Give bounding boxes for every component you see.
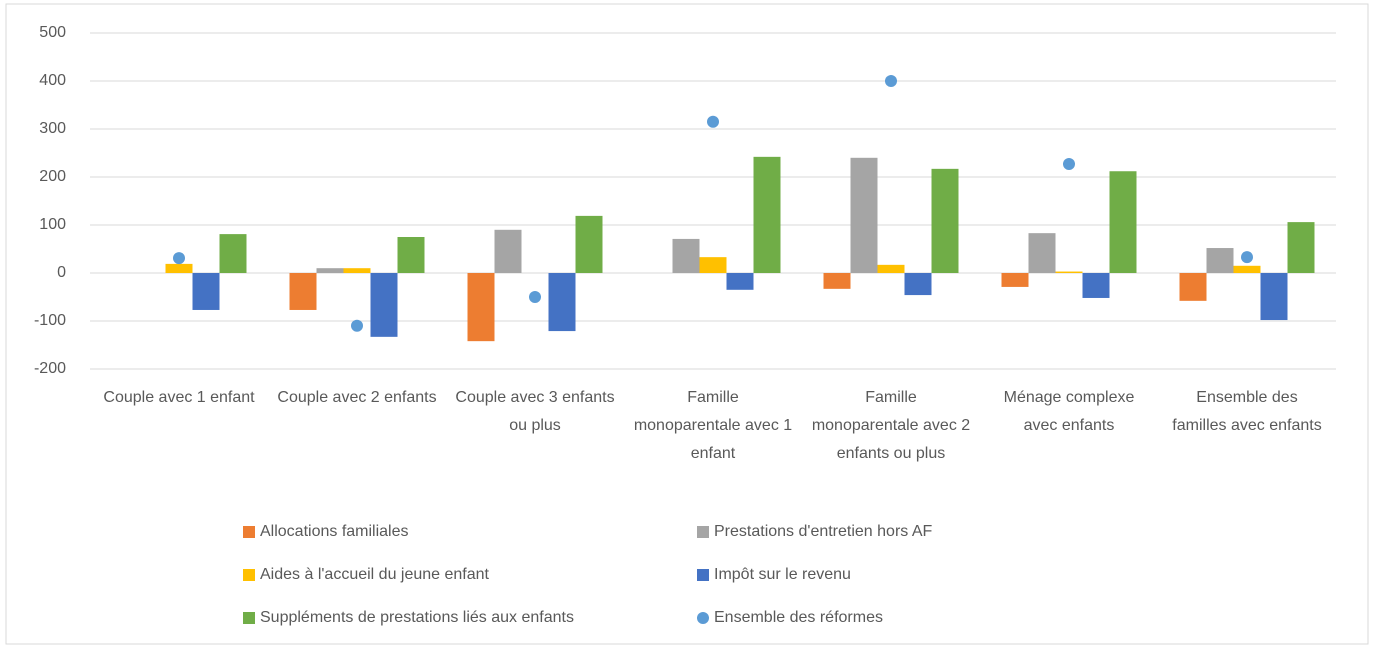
bar [726,273,754,290]
bar [192,273,220,310]
legend-marker [243,569,255,581]
bar [370,273,398,337]
x-tick-label: Ménage complexe avec enfants [1004,389,1135,434]
dot [707,115,719,128]
bar [1028,233,1056,273]
legend-label: Ensemble des réformes [714,609,883,626]
bar [397,237,425,273]
bar [1001,273,1029,287]
bar [289,273,317,310]
y-tick-label: -100 [34,312,66,329]
legend-label: Prestations d'entretien hors AF [714,523,933,540]
dot [1063,158,1075,171]
dot [351,319,363,332]
x-tick-label: Famille monoparentale avec 2 enfants ou pl… [812,389,970,462]
legend-label: Suppléments de prestations liés aux enfa… [260,609,574,626]
legend-marker [243,612,255,624]
bar [316,268,344,273]
y-tick-label: -200 [34,360,66,377]
bar [165,263,193,273]
legend-label: Allocations familiales [260,523,409,540]
bar [1260,273,1288,321]
bar [850,157,878,273]
legend-marker [697,612,709,624]
y-tick-label: 200 [39,168,66,185]
bar [1287,222,1315,273]
bar [575,215,603,273]
bar [548,273,576,332]
dot [1241,251,1253,264]
x-tick-label: Couple avec 2 enfants [277,389,436,406]
legend-label: Impôt sur le revenu [714,566,851,583]
bar [494,229,522,273]
x-tick-label: Couple avec 1 enfant [103,389,255,406]
bar [1179,273,1207,301]
y-tick-label: 100 [39,216,66,233]
x-tick-label: Couple avec 3 enfants ou plus [455,389,614,434]
bar [1055,271,1083,273]
y-tick-label: 500 [39,24,66,41]
bar [1082,273,1110,298]
x-tick-label: Ensemble des familles avec enfants [1172,389,1321,434]
y-tick-label: 400 [39,72,66,89]
bar [699,257,727,273]
bar [467,273,495,342]
bar [343,268,371,273]
y-tick-label: 0 [57,264,66,281]
bar [672,238,700,273]
bar [1206,248,1234,273]
legend-marker [697,569,709,581]
legend-label: Aides à l'accueil du jeune enfant [260,566,490,583]
bar [904,273,932,296]
bar [823,273,851,289]
bar [1109,171,1137,273]
y-tick-label: 300 [39,120,66,137]
dot [173,252,185,265]
legend-marker [697,526,709,538]
bar [931,168,959,273]
bar [219,234,247,273]
bar [1233,265,1261,273]
chart-frame [5,3,1369,645]
legend-marker [243,526,255,538]
bar [753,156,781,273]
x-tick-label: Famille monoparentale avec 1 enfant [634,389,792,462]
dot [885,75,897,87]
dot [529,291,541,303]
bar [877,264,905,273]
